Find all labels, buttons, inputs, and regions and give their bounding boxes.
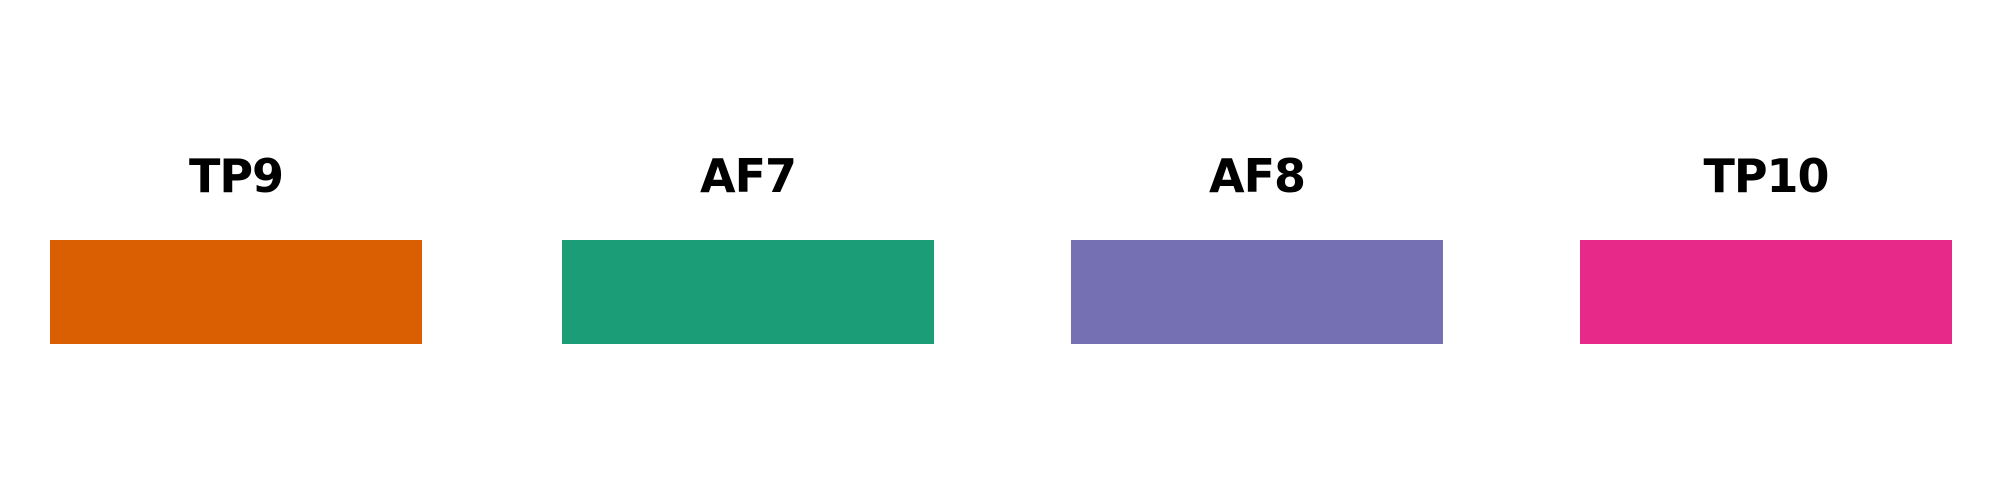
legend-item-af7: AF7 [562, 150, 934, 346]
legend-item-af8: AF8 [1071, 150, 1443, 346]
legend-swatch-tp10 [1580, 240, 1952, 344]
legend-swatch-af7 [562, 240, 934, 344]
legend-swatch-af8 [1071, 240, 1443, 344]
legend-label-tp9: TP9 [188, 149, 284, 203]
legend-label-af7: AF7 [699, 149, 797, 203]
legend-label-af8: AF8 [1208, 149, 1306, 203]
legend-item-tp9: TP9 [50, 150, 422, 346]
legend-item-tp10: TP10 [1580, 150, 1952, 346]
legend-label-tp10: TP10 [1703, 149, 1829, 203]
legend-swatch-tp9 [50, 240, 422, 344]
